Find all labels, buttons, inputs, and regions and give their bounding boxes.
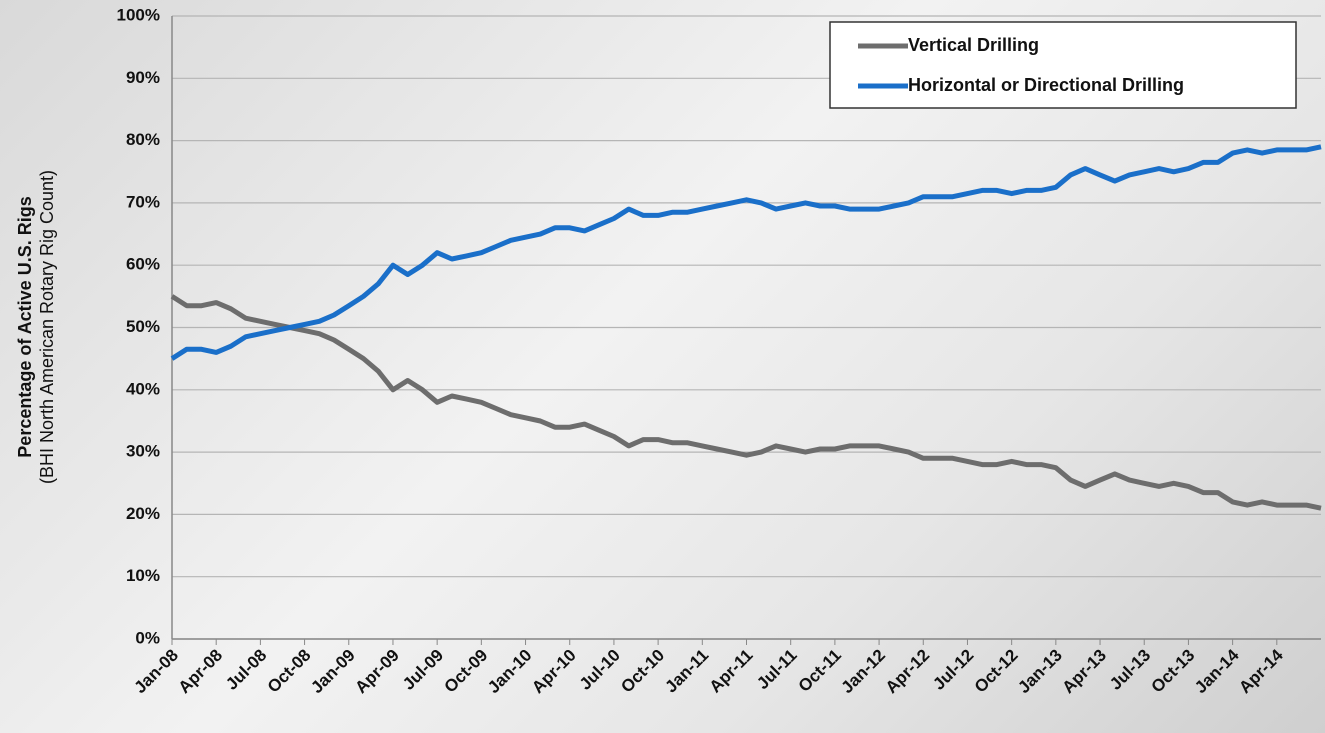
x-tick-label: Jan-13 [1014,646,1066,698]
x-tick-label: Oct-12 [971,646,1022,697]
y-tick-label: 40% [126,379,160,398]
legend-box [829,21,1297,109]
x-tick-label: Jan-10 [484,646,536,698]
x-tick-label: Oct-10 [617,646,668,697]
y-label: Percentage of Active U.S. Rigs [15,196,35,457]
x-tick-label: Jan-08 [130,646,182,698]
y-tick-label: 50% [126,317,160,336]
x-tick-label: Jul-12 [929,646,977,694]
x-tick-label: Jan-11 [661,646,712,697]
x-tick-label: Jul-13 [1106,646,1154,694]
series-line [170,294,1322,511]
series-line [170,144,1322,361]
x-tick-label: Jan-12 [838,646,890,698]
legend: Vertical Drilling Horizontal or Direction… [829,21,1297,109]
x-tick-label: Apr-09 [351,646,403,698]
y-tick-label: 90% [126,68,160,87]
x-tick-label: Apr-10 [528,646,580,698]
y-axis-title: Percentage of Active U.S. Rigs (BHI Nort… [15,170,57,484]
x-tick-label: Jul-11 [753,646,801,694]
x-tick-label: Apr-12 [882,646,934,698]
x-tick-label: Jul-08 [222,646,270,694]
legend-label: Vertical Drilling [908,35,1039,55]
x-tick-label: Oct-08 [264,646,315,697]
x-tick-label: Apr-13 [1059,646,1111,698]
y-tick-label: 30% [126,442,160,461]
x-tick-label: Jan-14 [1191,645,1243,697]
x-tick-label: Oct-09 [440,646,491,697]
legend-label: Horizontal or Directional Drilling [908,75,1184,95]
x-tick-label: Jan-09 [307,646,359,698]
x-tick-label: Oct-13 [1148,646,1199,697]
x-tick-label: Oct-11 [795,646,845,696]
y-tick-label: 20% [126,504,160,523]
x-tick-label: Jul-09 [399,646,447,694]
y-tick-label: 70% [126,192,160,211]
y-label-sub: (BHI North American Rotary Rig Count) [37,170,57,484]
y-tick-label: 80% [126,130,160,149]
y-tick-label: 60% [126,255,160,274]
x-tick-label: Apr-08 [175,646,227,698]
x-tick-label: Jul-10 [576,646,624,694]
y-tick-label: 10% [126,566,160,585]
x-tick-label: Apr-11 [706,646,757,697]
x-tick-label: Apr-14 [1235,645,1287,697]
y-tick-label: 100% [117,5,160,24]
y-tick-label: 0% [135,628,160,647]
